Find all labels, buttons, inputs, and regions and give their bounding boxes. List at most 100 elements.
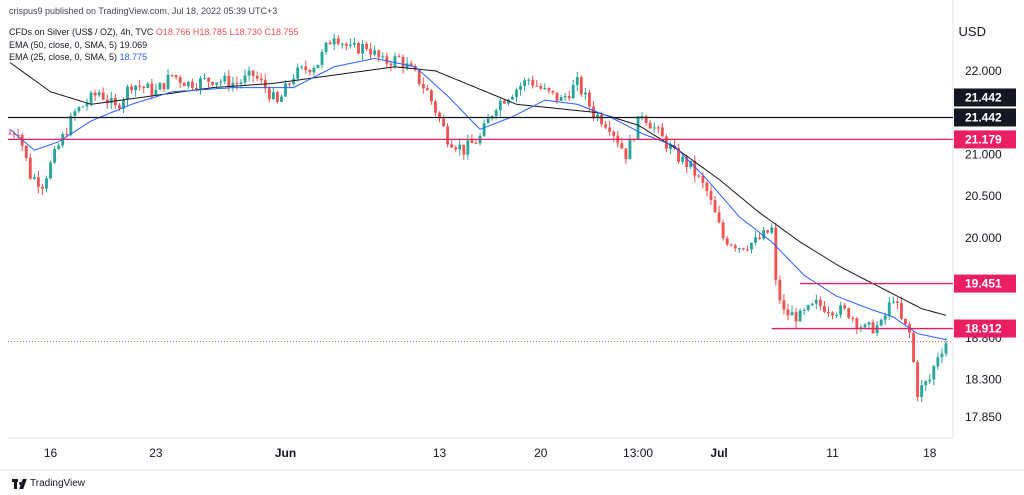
candle-body [912, 332, 915, 362]
candle-body [357, 43, 360, 54]
candle-body [32, 177, 36, 179]
candle-body [519, 86, 522, 90]
candle-body [685, 156, 689, 168]
ema50-line [9, 62, 947, 316]
candle-body [644, 116, 648, 123]
x-tick-label: Jun [275, 446, 296, 460]
ema50-value: 19.069 [119, 40, 148, 50]
candle-body [770, 227, 774, 233]
candle-body [511, 96, 514, 100]
candle-body [677, 148, 680, 162]
candle-body [867, 322, 871, 325]
candle-body [239, 82, 243, 84]
candle-body [891, 301, 895, 303]
candle-body [932, 366, 936, 380]
candle-body [482, 123, 486, 136]
candle-body [879, 319, 883, 326]
candle-body [806, 305, 810, 311]
candle-body [413, 66, 417, 70]
candle-body [733, 245, 737, 249]
ema50-legend: EMA (50, close, 0, SMA, 5) 19.069 [9, 40, 147, 50]
candle-body [701, 175, 705, 183]
candle-body [790, 312, 794, 316]
y-tick-label: 22.000 [965, 64, 1002, 78]
candle-body [871, 322, 875, 334]
price-axis-badge [954, 88, 1016, 107]
ema25-label: EMA (25, close, 0, SMA, 5) [9, 52, 118, 62]
candle-body [904, 318, 907, 325]
candle-body [45, 178, 48, 189]
candle-body [446, 126, 450, 145]
candle-body [887, 302, 891, 316]
currency-label: USD [958, 24, 986, 39]
candle-body [182, 82, 186, 87]
candle-body [823, 305, 826, 313]
candle-body [697, 175, 701, 177]
candle-body [138, 85, 142, 87]
candle-body [656, 127, 660, 129]
candle-body [276, 92, 279, 102]
candle-body [843, 305, 847, 309]
candle-body [758, 237, 762, 239]
candle-body [798, 310, 802, 322]
candle-body [373, 50, 377, 55]
price-axis-badge-label: 21.442 [965, 90, 1002, 104]
candle-body [223, 75, 227, 82]
candle-body [851, 317, 855, 319]
candle-body [336, 38, 340, 44]
tradingview-logo-icon [12, 478, 27, 489]
candle-body [575, 77, 579, 85]
candle-body [292, 78, 296, 84]
candle-body [835, 314, 838, 316]
candle-body [271, 92, 275, 100]
candle-body [762, 230, 766, 239]
candle-body [555, 92, 559, 101]
footer-branding: TradingView [12, 478, 85, 489]
candle-body [839, 305, 843, 315]
candle-body [588, 92, 591, 107]
candle-body [515, 89, 518, 97]
candle-body [211, 81, 215, 85]
candle-body [531, 79, 535, 86]
candle-body [130, 86, 133, 91]
candle-body [462, 144, 466, 155]
candle-body [65, 134, 69, 136]
candle-body [442, 118, 445, 127]
candle-body [316, 64, 320, 68]
candle-body [863, 324, 867, 328]
candle-body [77, 107, 81, 112]
candle-body [122, 99, 125, 109]
candle-body [251, 70, 255, 76]
candle-body [312, 67, 316, 73]
x-tick-label: 16 [44, 446, 58, 460]
candle-body [895, 301, 899, 303]
y-tick-label: 21.000 [965, 147, 1002, 161]
candle-body [944, 343, 948, 354]
price-axis-badge-label: 21.442 [965, 110, 1002, 124]
candle-body [203, 77, 206, 79]
candle-body [304, 66, 308, 70]
candle-body [920, 385, 924, 397]
candle-body [713, 200, 717, 213]
candle-body [506, 99, 510, 104]
candle-body [24, 145, 28, 158]
price-axis-badge [954, 130, 1016, 149]
candle-body [794, 312, 798, 322]
candle-body [450, 144, 454, 148]
candle-body [118, 105, 121, 109]
candle-body [113, 98, 117, 106]
candle-body [81, 106, 85, 108]
candle-body [53, 148, 57, 163]
candle-body [693, 160, 697, 176]
candle-body [454, 147, 458, 150]
candle-body [717, 212, 721, 223]
candle-body [438, 112, 441, 119]
candle-body [928, 379, 932, 382]
candle-body [89, 92, 93, 104]
price-axis-badge-label: 18.912 [965, 322, 1002, 336]
candle-body [669, 145, 672, 149]
candle-body [227, 75, 231, 88]
candle-body [543, 88, 547, 90]
candle-body [344, 43, 348, 46]
